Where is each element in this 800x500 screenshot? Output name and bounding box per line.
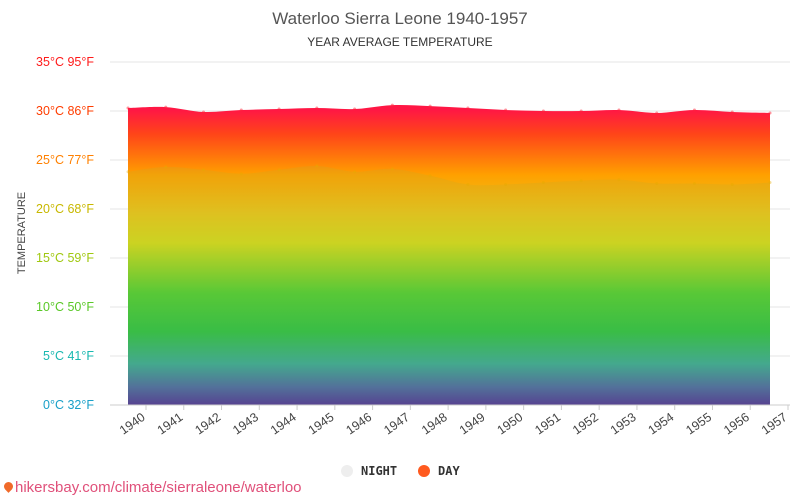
x-tick-label: 1943 bbox=[230, 410, 261, 437]
night-series-area bbox=[128, 165, 770, 405]
day-point[interactable] bbox=[617, 108, 621, 112]
day-point[interactable] bbox=[202, 110, 206, 114]
x-tick-label: 1951 bbox=[532, 410, 563, 437]
x-tick-label: 1945 bbox=[306, 410, 337, 437]
night-point[interactable] bbox=[579, 179, 583, 183]
night-point[interactable] bbox=[239, 172, 243, 176]
day-point[interactable] bbox=[692, 108, 696, 112]
plot-areas bbox=[126, 103, 772, 406]
y-tick-label: 10°C 50°F bbox=[36, 300, 94, 314]
x-axis: 1940 1941 1942 1943 1944 1945 1946 1947 1948 1949… bbox=[110, 404, 790, 437]
night-point[interactable] bbox=[428, 174, 432, 178]
night-point[interactable] bbox=[315, 164, 319, 168]
x-tick-label: 1955 bbox=[683, 410, 714, 437]
y-tick-label: 35°C 95°F bbox=[36, 55, 94, 69]
day-point[interactable] bbox=[164, 105, 168, 109]
day-point[interactable] bbox=[126, 106, 130, 110]
x-tick-label: 1953 bbox=[608, 410, 639, 437]
night-point[interactable] bbox=[730, 183, 734, 186]
night-point[interactable] bbox=[126, 170, 130, 174]
night-point[interactable] bbox=[692, 182, 696, 186]
day-point[interactable] bbox=[428, 104, 432, 108]
day-point[interactable] bbox=[239, 108, 243, 112]
day-point[interactable] bbox=[390, 103, 394, 107]
x-tick-label: 1954 bbox=[646, 410, 677, 437]
day-point[interactable] bbox=[353, 107, 357, 111]
day-point[interactable] bbox=[504, 108, 508, 112]
chart-title: Waterloo Sierra Leone 1940-1957 bbox=[272, 9, 527, 28]
day-series-area bbox=[128, 104, 770, 406]
chart-subtitle: YEAR AVERAGE TEMPERATURE bbox=[307, 35, 492, 49]
x-tick-label: 1957 bbox=[759, 410, 790, 437]
night-point[interactable] bbox=[466, 183, 470, 186]
x-tick-label: 1946 bbox=[343, 410, 374, 437]
x-tick-label: 1949 bbox=[457, 410, 488, 437]
x-tick-label: 1942 bbox=[192, 410, 223, 437]
night-point[interactable] bbox=[353, 170, 357, 174]
night-point[interactable] bbox=[617, 178, 621, 182]
night-point[interactable] bbox=[390, 167, 394, 171]
y-tick-label: 30°C 86°F bbox=[36, 104, 94, 118]
day-point[interactable] bbox=[768, 111, 772, 115]
x-tick-label: 1944 bbox=[268, 410, 299, 437]
day-point[interactable] bbox=[541, 109, 545, 113]
night-point[interactable] bbox=[768, 181, 772, 185]
legend-label: DAY bbox=[438, 464, 460, 478]
legend-marker bbox=[341, 465, 353, 477]
y-tick-label: 15°C 59°F bbox=[36, 251, 94, 265]
legend-marker bbox=[418, 465, 430, 477]
y-tick-label: 25°C 77°F bbox=[36, 153, 94, 167]
x-tick-label: 1948 bbox=[419, 410, 450, 437]
night-point[interactable] bbox=[277, 168, 281, 172]
map-pin-icon bbox=[2, 480, 15, 493]
day-point[interactable] bbox=[315, 106, 319, 110]
y-tick-label: 5°C 41°F bbox=[43, 349, 94, 363]
x-tick-label: 1941 bbox=[155, 410, 186, 437]
y-tick-label: 0°C 32°F bbox=[43, 398, 94, 412]
y-tick-label: 20°C 68°F bbox=[36, 202, 94, 216]
day-point[interactable] bbox=[579, 109, 583, 113]
night-point[interactable] bbox=[202, 168, 206, 172]
day-point[interactable] bbox=[466, 106, 470, 110]
x-tick-label: 1956 bbox=[721, 410, 752, 437]
day-point[interactable] bbox=[730, 110, 734, 114]
source-text: hikersbay.com/climate/sierraleone/waterl… bbox=[15, 479, 302, 496]
y-axis-label: TEMPERATURE bbox=[16, 192, 28, 274]
night-point[interactable] bbox=[164, 165, 168, 169]
x-tick-label: 1952 bbox=[570, 410, 601, 437]
night-point[interactable] bbox=[541, 181, 545, 185]
source-link[interactable]: hikersbay.com/climate/sierraleone/waterl… bbox=[2, 479, 302, 496]
x-tick-label: 1950 bbox=[495, 410, 526, 437]
x-tick-label: 1947 bbox=[381, 410, 412, 437]
legend-item-night[interactable]: NIGHT bbox=[341, 464, 397, 478]
legend-item-day[interactable]: DAY bbox=[418, 464, 460, 478]
night-point[interactable] bbox=[655, 182, 659, 186]
legend: NIGHT DAY bbox=[341, 464, 460, 478]
day-point[interactable] bbox=[655, 111, 659, 115]
day-point[interactable] bbox=[277, 107, 281, 111]
y-axis-ticks: 0°C 32°F 5°C 41°F 10°C 50°F 15°C 59°F 20°C 6… bbox=[36, 55, 94, 412]
legend-label: NIGHT bbox=[361, 464, 397, 478]
night-point[interactable] bbox=[504, 183, 508, 186]
x-tick-label: 1940 bbox=[117, 410, 148, 437]
